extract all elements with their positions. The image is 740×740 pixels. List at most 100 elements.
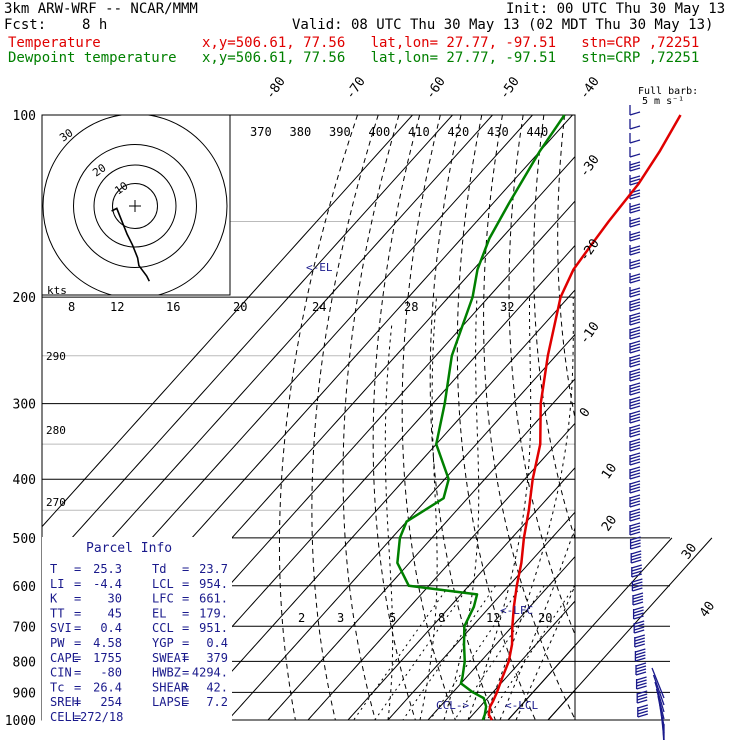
pressure-label-400: 400 (13, 473, 36, 488)
moist-adiabat (443, 297, 480, 720)
dry-adiabat (508, 115, 575, 636)
wind-barb-flag (635, 662, 647, 667)
parcel-cell: SVI (50, 621, 72, 635)
hodograph-circle-label: 30 (57, 126, 75, 144)
wind-barb-flag (629, 531, 641, 536)
wind-barb-flag (629, 416, 641, 421)
parcel-cell: 25.3 (93, 562, 122, 576)
wind-barb-flag (635, 665, 647, 670)
wind-barb-flag (629, 360, 641, 365)
wind-barb-flag (629, 265, 641, 270)
wind-barb-flag (629, 511, 641, 516)
wind-barb-flag (629, 385, 641, 390)
wind-barb-flag (632, 581, 643, 586)
plot-frame (41, 114, 576, 721)
wind-barb-flag (629, 175, 641, 180)
hodograph-ring-20 (93, 164, 177, 248)
wind-barb-flag (630, 536, 641, 541)
legend-temperature-info: x,y=506.61, 77.56 lat,lon= 27.77, -97.51… (202, 35, 700, 51)
parcel-cell: = (74, 695, 81, 709)
moist-adiabat (384, 322, 394, 720)
wind-barb-lower (654, 681, 665, 713)
wind-barb-flag (629, 298, 641, 303)
wind-barb-flag (630, 545, 641, 550)
parcel-cell: CELL (50, 710, 79, 724)
wind-barb-lower (652, 674, 665, 706)
hodograph-ring-label: 24 (312, 300, 326, 314)
wind-barb-flag (629, 301, 641, 306)
wind-barb-flag (634, 634, 645, 639)
moist-adiabat (467, 297, 532, 720)
wind-barb-flag (630, 539, 641, 544)
parcel-cell: 30 (108, 592, 122, 606)
parcel-cell: = (74, 666, 81, 680)
legend-dewpoint: Dewpoint temperature (8, 50, 177, 66)
wind-barb-flag (629, 276, 641, 281)
dry-adiabat (311, 115, 379, 720)
theta-label: 400 (369, 125, 391, 139)
isotherm-label: 0 (577, 405, 594, 420)
parcel-cell: YGP (152, 636, 174, 650)
isotherm (387, 511, 575, 720)
parcel-cell: 954. (199, 577, 228, 591)
wind-barb-flag (629, 354, 641, 359)
parcel-cell: = (182, 636, 189, 650)
wind-barb-flag (629, 438, 641, 443)
wind-barb-flag (637, 693, 648, 698)
hodograph-ring-label: 32 (500, 300, 514, 314)
wind-barb-flag (631, 570, 642, 575)
parcel-cell: 0.4 (206, 636, 228, 650)
dry-adiabat (709, 115, 740, 720)
parcel-table: T = 25.3 Td = 23.7 LI = -4.4 LCL = 954. K = 30 LFC = 661.… (50, 562, 228, 724)
mixing-ratio-label: 3 (337, 611, 344, 625)
dry-adiabat (278, 115, 358, 720)
wind-barb-flag (629, 307, 641, 312)
hodograph-circle-label: 10 (112, 179, 130, 197)
wind-barb-flag (629, 217, 641, 222)
wind-barb-lower (651, 667, 665, 699)
wind-barb-flag (629, 111, 641, 116)
parcel-cell: 272/18 (80, 710, 123, 724)
wind-barb-flag (629, 139, 641, 144)
parcel-cell: PW (50, 636, 65, 650)
parcel-cell: K (50, 592, 58, 606)
parcel-cell: 1755 (93, 651, 122, 665)
wind-barbs (629, 105, 665, 740)
hodograph-trace (111, 207, 151, 282)
wind-barb-flag (629, 220, 641, 225)
isotherm-label: 40 (697, 599, 718, 620)
dry-adiabat (401, 115, 456, 720)
isotherm-label: -80 (263, 74, 289, 102)
wind-barb-flag (629, 489, 641, 494)
isotherm-ext (507, 537, 673, 721)
wind-barb-flag (629, 486, 641, 491)
wind-barb-flag (629, 290, 641, 295)
wind-barb-flag (629, 441, 641, 446)
parcel-cell: = (74, 636, 81, 650)
wind-barb-flag (629, 447, 641, 452)
wind-barb-flag (631, 556, 642, 561)
wind-barb-flag (629, 192, 641, 197)
isotherm (347, 467, 575, 720)
wind-barb-flag (629, 223, 641, 228)
wind-barb-flag (629, 480, 641, 485)
parcel-cell: 4294. (192, 666, 228, 680)
parcel-cell: 45 (108, 606, 122, 620)
valid-time: Valid: 08 UTC Thu 30 May 13 (02 MDT Thu … (292, 17, 714, 33)
wind-barb-flag (636, 682, 647, 687)
parcel-cell: CIN (50, 666, 72, 680)
isotherm-ext (547, 537, 713, 721)
wind-barb-flag (629, 391, 641, 396)
wind-barb-flag (629, 178, 641, 183)
parcel-cell: 951. (199, 621, 228, 635)
isotherm-label: 10 (599, 461, 620, 482)
theta-label: 420 (448, 125, 470, 139)
wind-barb-flag (637, 710, 648, 715)
parcel-cell: 179. (199, 606, 228, 620)
ccl-marker: CCL-> (436, 699, 469, 712)
hodograph-ring-30 (73, 144, 197, 268)
wind-barb-flag (629, 125, 641, 130)
wind-barb-flag (629, 399, 641, 404)
wind-barb-flag (629, 195, 641, 200)
